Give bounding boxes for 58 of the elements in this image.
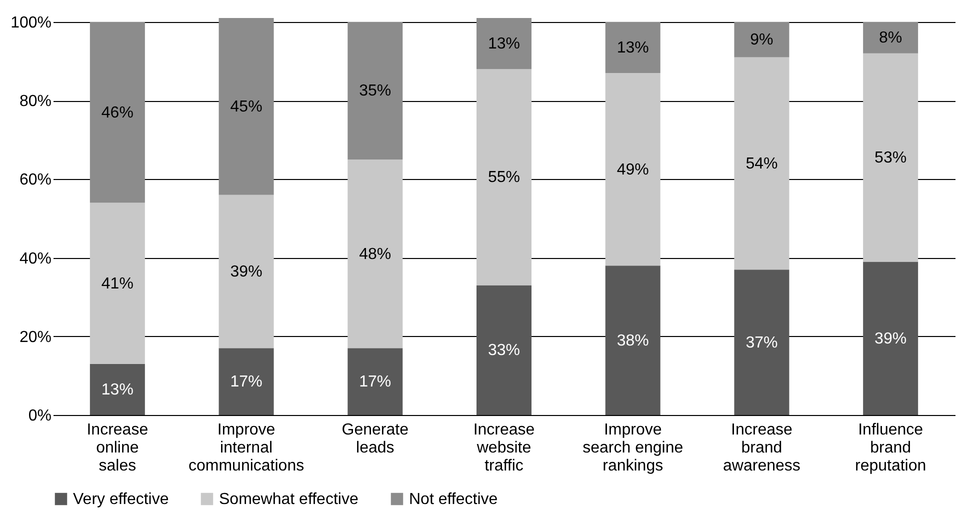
bar bbox=[476, 285, 532, 415]
bar bbox=[90, 22, 145, 203]
data-label: 46% bbox=[101, 104, 134, 122]
bar bbox=[863, 53, 918, 262]
bar bbox=[90, 364, 145, 415]
data-label: 13% bbox=[101, 381, 134, 398]
bar bbox=[218, 348, 274, 415]
data-label: 37% bbox=[746, 334, 778, 352]
data-label: 54% bbox=[746, 155, 778, 172]
bar bbox=[90, 202, 145, 364]
bar bbox=[476, 69, 532, 286]
data-label: 17% bbox=[230, 374, 262, 391]
x-tick-label: Improve search engine rankings bbox=[582, 422, 684, 474]
data-label: 8% bbox=[879, 30, 902, 47]
data-label: 33% bbox=[488, 342, 520, 360]
bar bbox=[605, 73, 660, 266]
data-label: 17% bbox=[359, 374, 392, 391]
bar bbox=[863, 262, 918, 415]
x-tick-label: Influence brand reputation bbox=[854, 422, 926, 474]
data-label: 41% bbox=[101, 275, 134, 292]
bar bbox=[605, 266, 660, 415]
bar bbox=[348, 348, 403, 415]
bar bbox=[605, 22, 660, 74]
data-label: 49% bbox=[616, 161, 649, 178]
data-label: 13% bbox=[488, 36, 520, 53]
bar bbox=[348, 160, 403, 348]
x-tick-label: Improve internal communications bbox=[188, 422, 304, 474]
data-label: 53% bbox=[874, 150, 907, 167]
bar bbox=[218, 18, 274, 195]
y-tick-label: 80% bbox=[19, 93, 52, 110]
bar bbox=[734, 22, 790, 58]
bar bbox=[348, 22, 403, 160]
legend-label: Very effective bbox=[73, 491, 169, 508]
data-label: 48% bbox=[359, 246, 392, 263]
data-label: 55% bbox=[488, 169, 520, 186]
bar bbox=[476, 18, 532, 70]
legend-label: Not effective bbox=[409, 491, 498, 508]
legend-label: Somewhat effective bbox=[219, 491, 358, 508]
data-label: 9% bbox=[750, 32, 774, 49]
bar bbox=[863, 22, 918, 54]
y-tick-label: 100% bbox=[10, 14, 52, 32]
bar bbox=[218, 194, 274, 348]
bar bbox=[734, 270, 790, 415]
data-label: 39% bbox=[230, 264, 262, 281]
y-tick-label: 60% bbox=[19, 172, 52, 189]
y-tick-label: 0% bbox=[28, 408, 52, 424]
x-tick-label: Generate leads bbox=[342, 422, 409, 456]
y-tick-label: 20% bbox=[19, 328, 52, 346]
bar bbox=[734, 57, 790, 270]
data-label: 45% bbox=[230, 98, 262, 116]
data-label: 35% bbox=[359, 82, 392, 100]
x-tick-label: Increase brand awareness bbox=[723, 422, 800, 474]
y-tick-label: 40% bbox=[19, 250, 52, 268]
x-tick-label: Increase website traffic bbox=[473, 422, 535, 474]
data-label: 39% bbox=[874, 330, 907, 348]
data-label: 38% bbox=[616, 332, 649, 350]
data-label: 13% bbox=[616, 39, 649, 56]
x-tick-label: Increase online sales bbox=[86, 422, 148, 474]
